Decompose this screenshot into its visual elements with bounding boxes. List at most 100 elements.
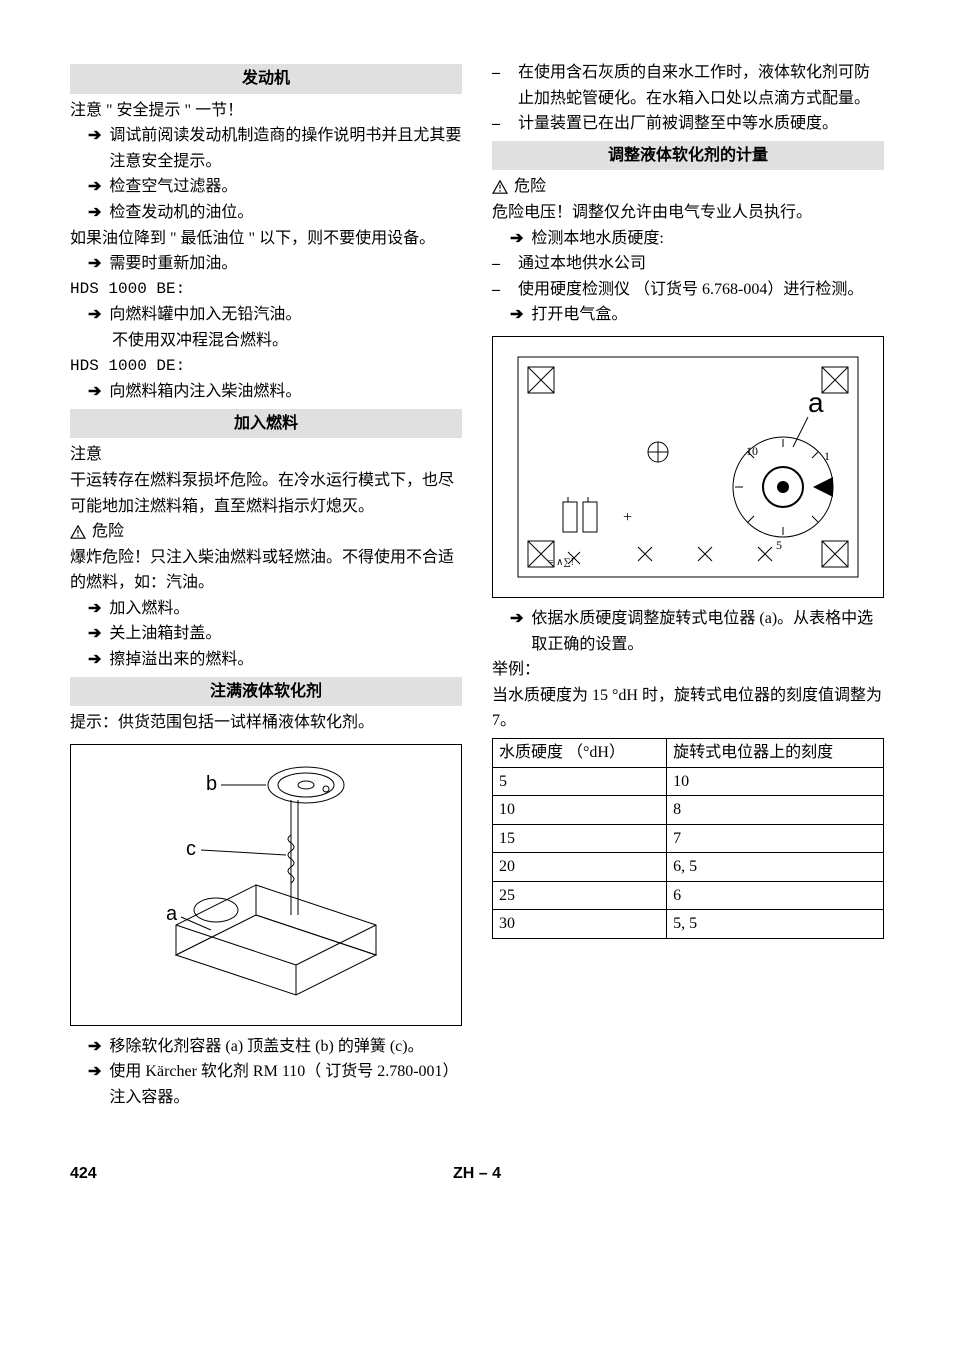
dash-icon: – bbox=[492, 277, 500, 303]
bullet-text: 需要时重新加油。 bbox=[109, 251, 462, 277]
hardness-table: 水质硬度 （°dH） 旋转式电位器上的刻度 510 108 157 206, 5… bbox=[492, 738, 884, 939]
arrow-icon: ➔ bbox=[88, 200, 101, 226]
bullet-item: ➔ 使用 Kärcher 软化剂 RM 110（ 订货号 2.780-001）注… bbox=[70, 1059, 462, 1110]
page-number: 424 bbox=[70, 1161, 97, 1187]
dash-text: 在使用含石灰质的自来水工作时，液体软化剂可防止加热蛇管硬化。在水箱入口处以点滴方… bbox=[518, 60, 884, 111]
arrow-icon: ➔ bbox=[88, 379, 101, 405]
bullet-item: ➔ 检查发动机的油位。 bbox=[70, 200, 462, 226]
bullet-item: ➔ 检查空气过滤器。 bbox=[70, 174, 462, 200]
example-label: 举例： bbox=[492, 657, 884, 683]
svg-text:a: a bbox=[166, 903, 178, 925]
table-header-row: 水质硬度 （°dH） 旋转式电位器上的刻度 bbox=[493, 738, 884, 767]
bullet-text: 使用 Kärcher 软化剂 RM 110（ 订货号 2.780-001）注入容… bbox=[109, 1059, 462, 1110]
section-adjust-header: 调整液体软化剂的计量 bbox=[492, 141, 884, 171]
warning-triangle-icon bbox=[492, 180, 508, 194]
model-note: 不使用双冲程混合燃料。 bbox=[70, 328, 462, 354]
bullet-item: ➔ 调试前阅读发动机制造商的操作说明书并且尤其要注意安全提示。 bbox=[70, 123, 462, 174]
svg-text:+: + bbox=[623, 509, 632, 526]
arrow-icon: ➔ bbox=[88, 123, 101, 149]
bullet-item: ➔ 打开电气盒。 bbox=[492, 302, 884, 328]
table-row: 206, 5 bbox=[493, 853, 884, 882]
table-header: 旋转式电位器上的刻度 bbox=[667, 738, 884, 767]
bullet-text: 检查发动机的油位。 bbox=[109, 200, 462, 226]
model-label: HDS 1000 DE: bbox=[70, 354, 462, 380]
bullet-text: 向燃料罐中加入无铅汽油。 bbox=[109, 302, 462, 328]
arrow-icon: ➔ bbox=[88, 621, 101, 647]
left-column: 发动机 注意 " 安全提示 " 一节！ ➔ 调试前阅读发动机制造商的操作说明书并… bbox=[70, 60, 462, 1111]
attention-label: 注意 bbox=[70, 442, 462, 468]
arrow-icon: ➔ bbox=[88, 174, 101, 200]
bullet-item: ➔ 向燃料箱内注入柴油燃料。 bbox=[70, 379, 462, 405]
dash-item: – 使用硬度检测仪 （订货号 6.768-004）进行检测。 bbox=[492, 277, 884, 303]
table-row: 510 bbox=[493, 767, 884, 796]
table-row: 108 bbox=[493, 796, 884, 825]
table-row: 157 bbox=[493, 824, 884, 853]
svg-text:= ∧∑!: = ∧∑! bbox=[548, 557, 574, 568]
arrow-icon: ➔ bbox=[88, 596, 101, 622]
footer-center: ZH – 4 bbox=[453, 1161, 501, 1187]
dash-item: – 通过本地供水公司 bbox=[492, 251, 884, 277]
danger-line: 危险 bbox=[70, 519, 462, 545]
model-label: HDS 1000 BE: bbox=[70, 277, 462, 303]
bullet-text: 检查空气过滤器。 bbox=[109, 174, 462, 200]
bullet-text: 检测本地水质硬度: bbox=[531, 226, 884, 252]
right-column: – 在使用含石灰质的自来水工作时，液体软化剂可防止加热蛇管硬化。在水箱入口处以点… bbox=[492, 60, 884, 1111]
bullet-item: ➔ 移除软化剂容器 (a) 顶盖支柱 (b) 的弹簧 (c)。 bbox=[70, 1034, 462, 1060]
svg-text:b: b bbox=[206, 773, 217, 795]
dash-item: – 计量装置已在出厂前被调整至中等水质硬度。 bbox=[492, 111, 884, 137]
section-softener-header: 注满液体软化剂 bbox=[70, 677, 462, 707]
arrow-icon: ➔ bbox=[510, 226, 523, 252]
attention-text: 干运转存在燃料泵损坏危险。在冷水运行模式下，也尽可能地加注燃料箱，直至燃料指示灯… bbox=[70, 468, 462, 519]
bullet-text: 擦掉溢出来的燃料。 bbox=[109, 647, 462, 673]
example-text: 当水质硬度为 15 °dH 时，旋转式电位器的刻度值调整为 7。 bbox=[492, 683, 884, 734]
danger-line: 危险 bbox=[492, 174, 884, 200]
paragraph: 如果油位降到 " 最低油位 " 以下，则不要使用设备。 bbox=[70, 226, 462, 252]
arrow-icon: ➔ bbox=[510, 302, 523, 328]
table-row: 256 bbox=[493, 881, 884, 910]
tip-text: 提示：供货范围包括一试样桶液体软化剂。 bbox=[70, 710, 462, 736]
warning-triangle-icon bbox=[70, 525, 86, 539]
bullet-text: 打开电气盒。 bbox=[531, 302, 884, 328]
arrow-icon: ➔ bbox=[88, 1059, 101, 1085]
danger-text: 爆炸危险！只注入柴油燃料或轻燃油。不得使用不合适的燃料，如：汽油。 bbox=[70, 545, 462, 596]
bullet-item: ➔ 依据水质硬度调整旋转式电位器 (a)。从表格中选取正确的设置。 bbox=[492, 606, 884, 657]
bullet-item: ➔ 擦掉溢出来的燃料。 bbox=[70, 647, 462, 673]
intro-text: 注意 " 安全提示 " 一节！ bbox=[70, 98, 462, 124]
arrow-icon: ➔ bbox=[88, 302, 101, 328]
table-row: 305, 5 bbox=[493, 910, 884, 939]
bullet-text: 加入燃料。 bbox=[109, 596, 462, 622]
figure-softener-container: b c a bbox=[70, 744, 462, 1026]
danger-label: 危险 bbox=[514, 174, 546, 200]
svg-text:c: c bbox=[186, 838, 196, 860]
bullet-text: 关上油箱封盖。 bbox=[109, 621, 462, 647]
bullet-text: 移除软化剂容器 (a) 顶盖支柱 (b) 的弹簧 (c)。 bbox=[109, 1034, 462, 1060]
section-fuel-header: 加入燃料 bbox=[70, 409, 462, 439]
arrow-icon: ➔ bbox=[88, 251, 101, 277]
figure-potentiometer: + 10 1 bbox=[492, 336, 884, 598]
page-footer: 424 ZH – 4 bbox=[70, 1161, 884, 1187]
section-engine-header: 发动机 bbox=[70, 64, 462, 94]
danger-label: 危险 bbox=[92, 519, 124, 545]
bullet-text: 调试前阅读发动机制造商的操作说明书并且尤其要注意安全提示。 bbox=[109, 123, 462, 174]
danger-text: 危险电压！调整仅允许由电气专业人员执行。 bbox=[492, 200, 884, 226]
dash-icon: – bbox=[492, 251, 500, 277]
svg-text:10: 10 bbox=[746, 444, 758, 458]
arrow-icon: ➔ bbox=[88, 647, 101, 673]
bullet-item: ➔ 加入燃料。 bbox=[70, 596, 462, 622]
svg-text:a: a bbox=[808, 387, 824, 418]
dash-item: – 在使用含石灰质的自来水工作时，液体软化剂可防止加热蛇管硬化。在水箱入口处以点… bbox=[492, 60, 884, 111]
svg-text:5: 5 bbox=[776, 538, 782, 552]
dash-icon: – bbox=[492, 60, 500, 86]
arrow-icon: ➔ bbox=[88, 1034, 101, 1060]
table-header: 水质硬度 （°dH） bbox=[493, 738, 667, 767]
svg-text:1: 1 bbox=[824, 449, 830, 463]
bullet-item: ➔ 需要时重新加油。 bbox=[70, 251, 462, 277]
dash-text: 使用硬度检测仪 （订货号 6.768-004）进行检测。 bbox=[518, 277, 884, 303]
dash-text: 计量装置已在出厂前被调整至中等水质硬度。 bbox=[518, 111, 884, 137]
dash-icon: – bbox=[492, 111, 500, 137]
dash-text: 通过本地供水公司 bbox=[518, 251, 884, 277]
arrow-icon: ➔ bbox=[510, 606, 523, 632]
bullet-item: ➔ 检测本地水质硬度: bbox=[492, 226, 884, 252]
bullet-text: 向燃料箱内注入柴油燃料。 bbox=[109, 379, 462, 405]
bullet-text: 依据水质硬度调整旋转式电位器 (a)。从表格中选取正确的设置。 bbox=[531, 606, 884, 657]
